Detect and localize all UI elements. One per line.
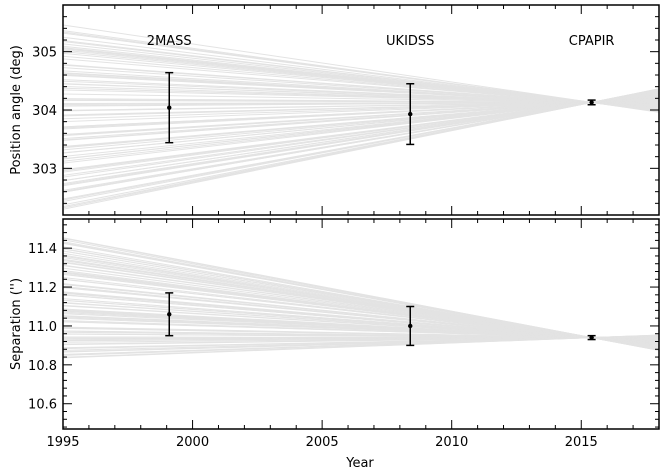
data-marker <box>589 100 594 105</box>
top-data-point-ukidss <box>406 83 415 146</box>
top-data-point-cpapir <box>587 99 596 106</box>
bottom-panel: 10.6 10.8 11.0 11.2 11.4 1995 2000 2005 2010 201… <box>9 218 660 471</box>
top-x-ticks <box>62 5 660 215</box>
bottom-x-ticks: 1995 2000 2005 2010 2015 <box>46 219 660 450</box>
x-tick-label: 2010 <box>435 435 468 450</box>
bottom-data-point-ukidss <box>406 305 415 347</box>
top-y-tick-label: 303 <box>32 162 57 177</box>
bottom-y-tick-label: 11.0 <box>28 320 57 335</box>
x-tick-label: 2005 <box>306 435 339 450</box>
data-marker <box>408 323 413 329</box>
bottom-y-tick-label: 10.8 <box>28 359 57 374</box>
x-tick-label: 2000 <box>176 435 209 450</box>
bottom-y-tick-label: 10.6 <box>28 398 57 413</box>
x-tick-label: 2015 <box>565 435 598 450</box>
top-points <box>165 71 596 146</box>
bottom-y-tick-label: 11.2 <box>28 281 57 296</box>
top-fan-track <box>63 24 659 113</box>
data-marker <box>167 312 172 317</box>
survey-label-cpapir: CPAPIR <box>569 34 615 49</box>
bottom-data-point-2mass <box>165 292 174 337</box>
survey-label-ukidss: UKIDSS <box>386 34 434 49</box>
top-y-tick-label: 305 <box>32 46 57 61</box>
bottom-y-ticks: 10.6 10.8 11.0 11.2 11.4 <box>28 224 659 428</box>
top-labels: 2MASS UKIDSS CPAPIR <box>147 34 615 49</box>
top-y-axis-label: Position angle (deg) <box>9 45 24 175</box>
top-fan <box>63 24 659 210</box>
top-y-ticks: 303 304 305 <box>32 4 659 216</box>
data-marker <box>408 111 413 117</box>
x-axis-label: Year <box>345 456 374 471</box>
bottom-frame <box>62 218 660 430</box>
x-tick-label: 1995 <box>46 435 79 450</box>
bottom-y-tick-label: 11.4 <box>28 242 57 257</box>
bottom-fan <box>63 237 659 359</box>
bottom-fan-track <box>63 237 659 351</box>
data-marker <box>589 335 594 340</box>
bottom-points <box>165 292 596 347</box>
top-data-point-2mass <box>165 71 174 144</box>
top-panel: 2MASS UKIDSS CPAPIR 303 304 305 Position ang… <box>9 4 660 216</box>
bottom-data-point-cpapir <box>587 334 596 341</box>
survey-label-2mass: 2MASS <box>147 34 192 49</box>
bottom-y-axis-label: Separation ('') <box>9 278 24 370</box>
data-marker <box>167 105 172 110</box>
top-y-tick-label: 304 <box>32 104 57 119</box>
